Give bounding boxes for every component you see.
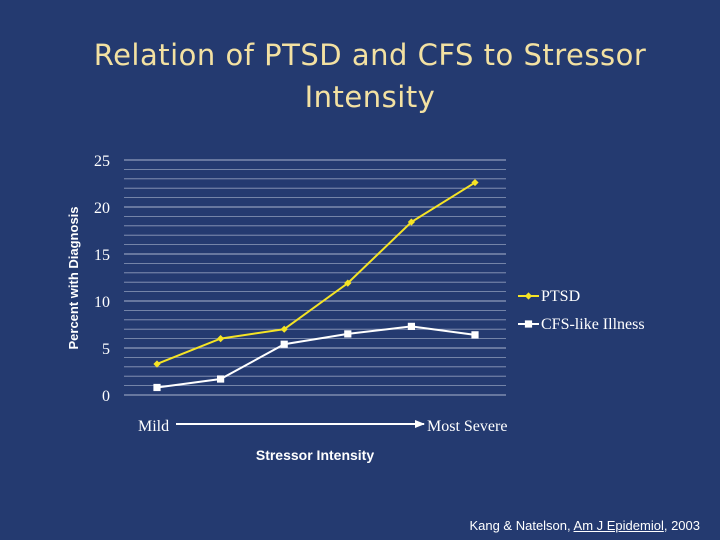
x-axis-end-label: Most Severe <box>427 418 507 435</box>
data-point <box>471 178 479 187</box>
data-point <box>217 375 225 383</box>
grid-lines <box>124 159 506 396</box>
slide-title-line-1: Relation of PTSD and CFS to Stressor <box>93 38 647 72</box>
citation: Kang & Natelson, Am J Epidemiol, 2003 <box>469 518 700 533</box>
legend-marker <box>524 320 533 328</box>
data-point <box>344 330 352 338</box>
y-tick-label: 0 <box>102 388 110 405</box>
x-axis-label: Stressor Intensity <box>256 447 374 463</box>
data-point <box>344 279 352 287</box>
data-point <box>280 340 288 348</box>
citation-authors: Kang & Natelson, <box>469 518 574 533</box>
citation-year: , 2003 <box>663 518 700 533</box>
legend-label: PTSD <box>541 288 580 305</box>
series-1 <box>153 322 479 392</box>
slide-title-line-2: Intensity <box>304 80 436 114</box>
data-point <box>217 335 225 343</box>
series-0 <box>153 178 479 368</box>
data-point <box>153 360 161 368</box>
legend-label: CFS-like Illness <box>541 316 645 333</box>
y-tick-label: 20 <box>94 200 110 217</box>
plot-series <box>153 178 479 392</box>
x-axis-start-label: Mild <box>138 418 169 435</box>
data-point <box>407 218 415 226</box>
series-line <box>156 181 476 365</box>
y-tick-label: 15 <box>94 247 110 264</box>
legend: PTSD CFS-like Illness <box>518 288 645 333</box>
citation-journal-link[interactable]: Am J Epidemiol <box>573 518 664 533</box>
y-tick-label: 25 <box>94 153 110 170</box>
data-point <box>280 325 288 333</box>
data-point <box>153 383 161 392</box>
y-tick-label: 5 <box>102 341 110 358</box>
y-axis-label: Percent with Diagnosis <box>66 206 81 349</box>
legend-marker <box>524 292 533 300</box>
data-point <box>407 322 415 330</box>
slide-title: Relation of PTSD and CFS to Stressor Int… <box>40 34 700 118</box>
y-axis-ticks: 0 5 10 15 20 25 <box>94 153 110 405</box>
series-line <box>156 325 476 389</box>
data-point <box>471 331 479 339</box>
y-tick-label: 10 <box>94 294 110 311</box>
